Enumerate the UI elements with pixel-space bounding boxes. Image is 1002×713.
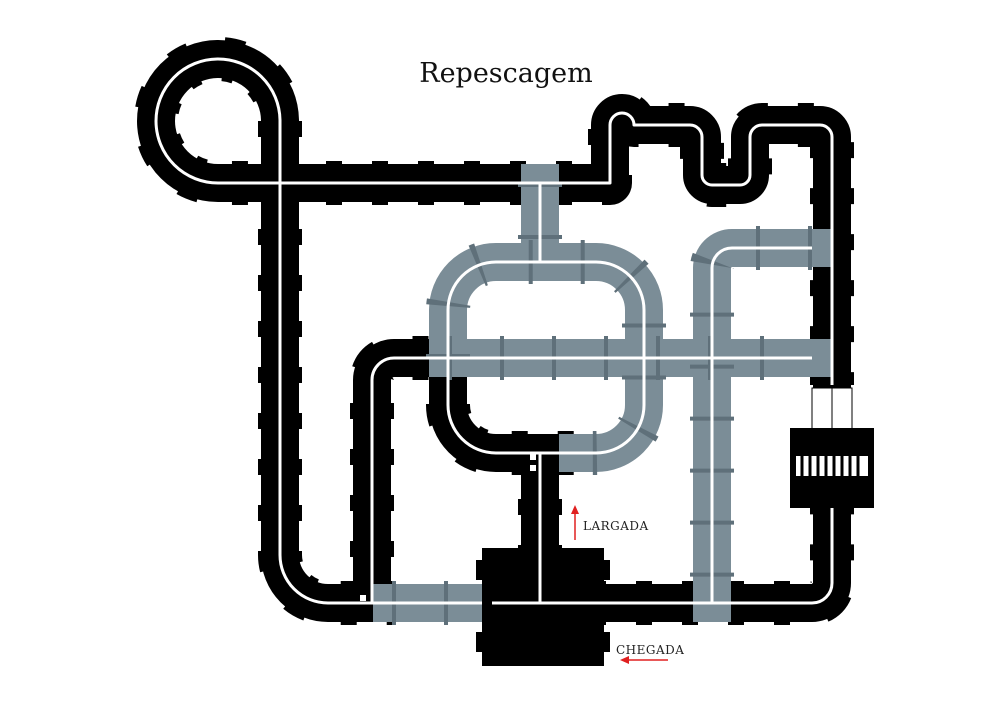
center-block	[360, 454, 610, 666]
finish-label: CHEGADA	[616, 643, 685, 657]
start-label: LARGADA	[583, 519, 649, 533]
arrow-up-icon	[571, 505, 579, 540]
page-title: Repescagem	[419, 58, 593, 89]
crosswalk-icon	[790, 387, 874, 508]
arrow-left-icon	[620, 656, 668, 664]
